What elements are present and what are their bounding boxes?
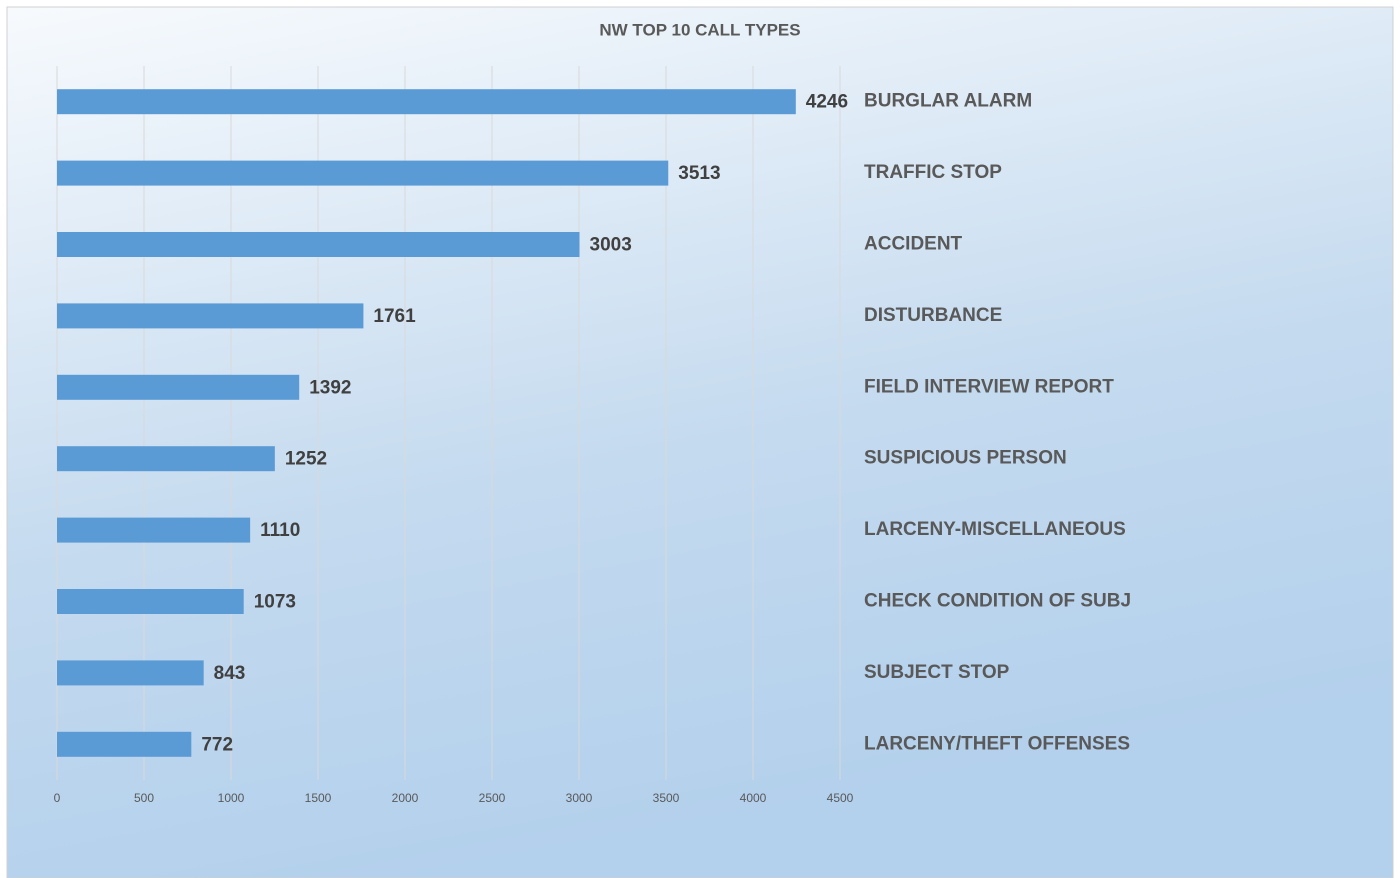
- category-label: DISTURBANCE: [864, 305, 1002, 326]
- category-label: LARCENY-MISCELLANEOUS: [864, 519, 1126, 540]
- data-label: 4246: [806, 92, 848, 113]
- chart-background: [6, 6, 1394, 878]
- x-tick-label: 2500: [479, 791, 506, 805]
- bar: [57, 517, 251, 543]
- x-tick-label: 3500: [653, 791, 680, 805]
- chart-title: NW TOP 10 CALL TYPES: [599, 20, 800, 39]
- data-label: 1761: [373, 306, 416, 327]
- x-tick-label: 500: [134, 791, 154, 805]
- bar: [57, 660, 204, 686]
- bar: [57, 446, 275, 472]
- bar: [57, 374, 300, 400]
- data-label: 843: [214, 663, 246, 684]
- data-label: 1392: [309, 377, 351, 398]
- x-tick-label: 0: [54, 791, 61, 805]
- category-label: LARCENY/THEFT OFFENSES: [864, 733, 1130, 754]
- x-tick-label: 4000: [740, 791, 767, 805]
- data-label: 772: [201, 734, 233, 755]
- x-tick-label: 3000: [566, 791, 593, 805]
- x-tick-label: 1000: [218, 791, 245, 805]
- category-label: ACCIDENT: [864, 234, 963, 255]
- bar: [57, 232, 580, 257]
- category-label: BURGLAR ALARM: [864, 91, 1032, 112]
- data-label: 1073: [254, 592, 296, 613]
- data-label: 1110: [260, 520, 300, 541]
- category-label: SUBJECT STOP: [864, 662, 1010, 683]
- x-tick-label: 1500: [305, 791, 332, 805]
- category-label: CHECK CONDITION OF SUBJ: [864, 591, 1131, 612]
- data-label: 1252: [285, 449, 327, 470]
- x-tick-label: 4500: [827, 791, 854, 805]
- bar: [57, 160, 669, 186]
- category-label: SUSPICIOUS PERSON: [864, 448, 1067, 469]
- bar: [57, 731, 192, 757]
- bar: [57, 89, 796, 115]
- data-label: 3513: [678, 163, 720, 184]
- data-label: 3003: [590, 235, 632, 256]
- x-tick-label: 2000: [392, 791, 419, 805]
- bar: [57, 303, 364, 329]
- bar: [57, 589, 244, 614]
- category-label: FIELD INTERVIEW REPORT: [864, 376, 1114, 397]
- category-label: TRAFFIC STOP: [864, 162, 1002, 183]
